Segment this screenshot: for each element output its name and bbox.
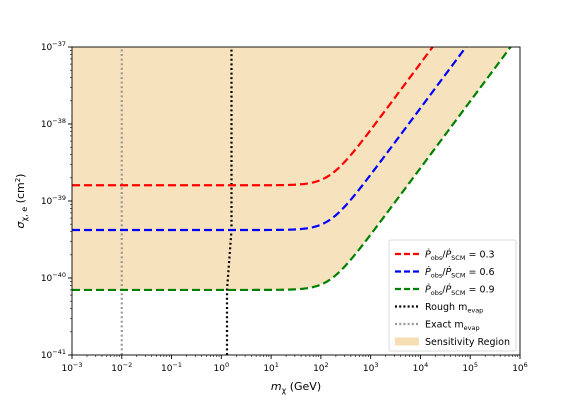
legend-entry: Ṗobs/ṖSCM = 0.9 bbox=[425, 285, 495, 298]
legend-box bbox=[388, 239, 517, 352]
legend-entry: Ṗobs/ṖSCM = 0.3 bbox=[425, 250, 495, 263]
x-tick-label: 104 bbox=[413, 361, 429, 374]
legend-entry: Exact mevap bbox=[425, 320, 480, 333]
y-tick-label: 10−41 bbox=[41, 348, 66, 361]
x-tick-label: 10−2 bbox=[111, 361, 132, 374]
legend-swatch bbox=[395, 337, 419, 346]
legend-entry: Ṗobs/ṖSCM = 0.6 bbox=[425, 267, 495, 280]
x-tick-label: 10−3 bbox=[61, 361, 82, 374]
curve-0-3-line bbox=[72, 47, 435, 187]
legend-entry: Sensitivity Region bbox=[425, 337, 510, 348]
x-axis-label: mχ (GeV) bbox=[271, 380, 321, 395]
plot-area bbox=[72, 47, 520, 355]
curve-0-6-line bbox=[72, 47, 468, 232]
x-tick-label: 101 bbox=[263, 361, 279, 374]
y-axis-label: σχ, e (cm2) bbox=[14, 174, 29, 229]
curve-0-9-line bbox=[72, 47, 512, 292]
y-tick-label: 10−37 bbox=[41, 40, 66, 53]
rough-m-evap-line bbox=[225, 47, 233, 355]
legend-entry: Rough mevap bbox=[425, 302, 483, 315]
x-tick-label: 10−1 bbox=[161, 361, 182, 374]
x-tick-label: 106 bbox=[512, 361, 528, 374]
axes: 10−3 10−2 10−1 100 101 102 103 104 105 106 10−41 10… bbox=[14, 40, 528, 395]
x-tick-label: 103 bbox=[363, 361, 379, 374]
y-tick-label: 10−40 bbox=[41, 271, 66, 284]
legend: Ṗobs/ṖSCM = 0.3 Ṗobs/ṖSCM = 0.6 Ṗobs/ṖSCM … bbox=[388, 239, 517, 352]
x-tick-label: 100 bbox=[214, 361, 230, 374]
x-tick-label: 105 bbox=[462, 361, 478, 374]
x-tick-label: 102 bbox=[313, 361, 329, 374]
y-tick-label: 10−39 bbox=[41, 194, 66, 207]
y-tick-label: 10−38 bbox=[41, 117, 66, 130]
